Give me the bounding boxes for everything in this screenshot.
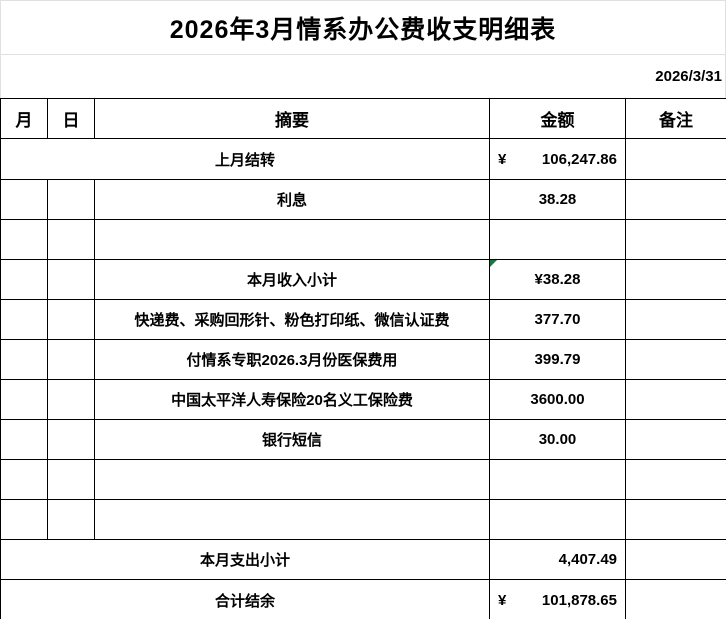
header-row: 月 日 摘要 金额 备注: [0, 98, 726, 139]
cell-amount[interactable]: 3600.00: [489, 379, 626, 420]
cell-note[interactable]: [625, 219, 726, 260]
cell-month[interactable]: [0, 339, 48, 380]
cell-summary[interactable]: [94, 459, 490, 500]
table-row: 中国太平洋人寿保险20名义工保险费 3600.00: [0, 379, 726, 420]
cell-summary[interactable]: 本月收入小计: [94, 259, 490, 300]
currency-symbol: ¥: [498, 591, 507, 609]
page-title: 2026年3月情系办公费收支明细表: [169, 15, 557, 44]
title-cell[interactable]: 2026年3月情系办公费收支明细表: [0, 0, 726, 55]
cell-note[interactable]: [625, 379, 726, 420]
cell-summary[interactable]: 快递费、采购回形针、粉色打印纸、微信认证费: [94, 299, 490, 340]
table-row: 本月收入小计 ¥38.28: [0, 259, 726, 300]
table-row: 合计结余 ¥ 101,878.65: [0, 579, 726, 619]
table-row: 本月支出小计 4,407.49: [0, 539, 726, 580]
cell-amount[interactable]: [489, 219, 626, 260]
cell-note[interactable]: [625, 459, 726, 500]
cell-note[interactable]: [625, 419, 726, 460]
cell-day[interactable]: [47, 459, 95, 500]
cell-summary[interactable]: [94, 219, 490, 260]
cell-month[interactable]: [0, 499, 48, 540]
table-row: [0, 499, 726, 540]
cell-summary[interactable]: 付情系专职2026.3月份医保费用: [94, 339, 490, 380]
cell-day[interactable]: [47, 499, 95, 540]
header-summary[interactable]: 摘要: [94, 98, 490, 139]
cell-summary[interactable]: 上月结转: [0, 138, 490, 180]
header-note[interactable]: 备注: [625, 98, 726, 139]
cell-month[interactable]: [0, 259, 48, 300]
amount-value: 101,878.65: [541, 591, 617, 609]
header-day[interactable]: 日: [47, 98, 95, 139]
expense-table: 月 日 摘要 金额 备注 上月结转 ¥ 106,247.86: [0, 98, 726, 619]
cell-amount[interactable]: [489, 459, 626, 500]
cell-month[interactable]: [0, 379, 48, 420]
cell-note[interactable]: [625, 499, 726, 540]
report-date: 2026/3/31: [655, 68, 722, 85]
cell-amount[interactable]: ¥ 101,878.65: [489, 579, 626, 619]
table-row: 上月结转 ¥ 106,247.86: [0, 138, 726, 180]
table-row: 快递费、采购回形针、粉色打印纸、微信认证费 377.70: [0, 299, 726, 340]
table-row: 银行短信 30.00: [0, 419, 726, 460]
table-row: [0, 459, 726, 500]
cell-day[interactable]: [47, 339, 95, 380]
cell-day[interactable]: [47, 379, 95, 420]
cell-summary[interactable]: 合计结余: [0, 579, 490, 619]
cell-summary[interactable]: 中国太平洋人寿保险20名义工保险费: [94, 379, 490, 420]
cell-summary[interactable]: 利息: [94, 179, 490, 220]
header-month[interactable]: 月: [0, 98, 48, 139]
currency-symbol: ¥: [498, 150, 507, 168]
amount-value: 106,247.86: [541, 150, 617, 168]
accounting-format: ¥ 106,247.86: [491, 140, 625, 179]
cell-summary[interactable]: 银行短信: [94, 419, 490, 460]
cell-amount[interactable]: 30.00: [489, 419, 626, 460]
cell-summary[interactable]: 本月支出小计: [0, 539, 490, 580]
cell-amount[interactable]: ¥38.28: [489, 259, 626, 300]
cell-month[interactable]: [0, 419, 48, 460]
cell-note[interactable]: [625, 179, 726, 220]
date-cell[interactable]: 2026/3/31: [0, 55, 726, 98]
amount-value: ¥38.28: [534, 271, 581, 288]
cell-note[interactable]: [625, 299, 726, 340]
cell-amount[interactable]: 38.28: [489, 179, 626, 220]
cell-day[interactable]: [47, 219, 95, 260]
cell-amount[interactable]: 399.79: [489, 339, 626, 380]
cell-amount[interactable]: ¥ 106,247.86: [489, 138, 626, 180]
cell-amount[interactable]: [489, 499, 626, 540]
cell-month[interactable]: [0, 459, 48, 500]
error-flag-icon: [490, 260, 497, 267]
cell-day[interactable]: [47, 419, 95, 460]
cell-note[interactable]: [625, 259, 726, 300]
cell-month[interactable]: [0, 219, 48, 260]
header-amount[interactable]: 金额: [489, 98, 626, 139]
cell-month[interactable]: [0, 299, 48, 340]
accounting-format: ¥ 101,878.65: [491, 581, 625, 619]
cell-day[interactable]: [47, 259, 95, 300]
table-row: 付情系专职2026.3月份医保费用 399.79: [0, 339, 726, 380]
cell-note[interactable]: [625, 339, 726, 380]
cell-note[interactable]: [625, 138, 726, 180]
table-row: 利息 38.28: [0, 179, 726, 220]
cell-summary[interactable]: [94, 499, 490, 540]
cell-amount[interactable]: 377.70: [489, 299, 626, 340]
cell-note[interactable]: [625, 539, 726, 580]
cell-amount[interactable]: 4,407.49: [489, 539, 626, 580]
cell-day[interactable]: [47, 179, 95, 220]
table-row: [0, 219, 726, 260]
cell-month[interactable]: [0, 179, 48, 220]
cell-note[interactable]: [625, 579, 726, 619]
cell-day[interactable]: [47, 299, 95, 340]
